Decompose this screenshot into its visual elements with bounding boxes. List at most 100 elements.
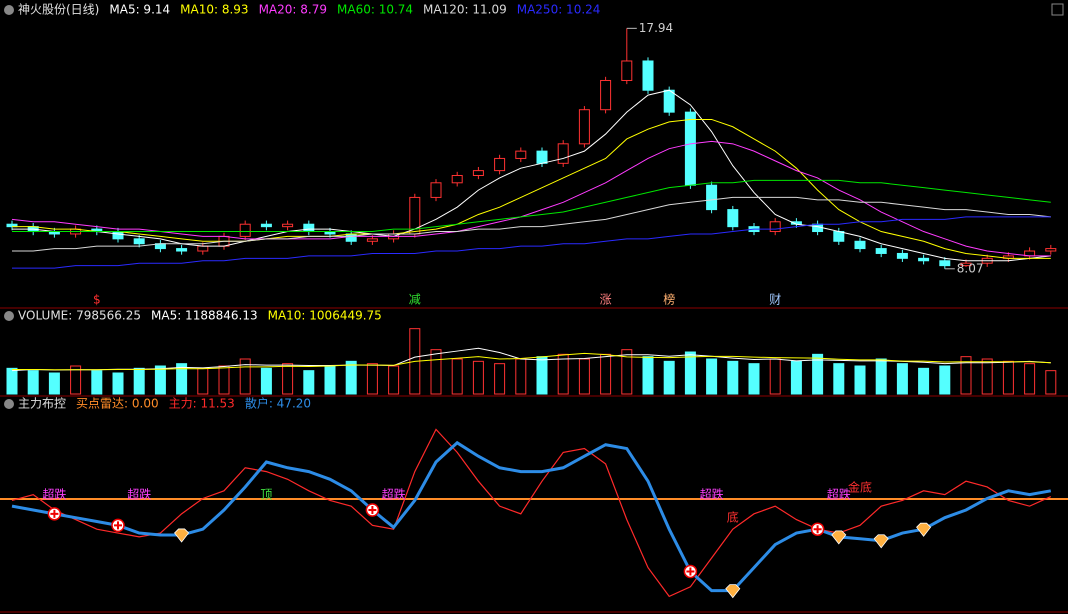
series-line <box>12 216 1051 269</box>
candle-body <box>769 221 781 233</box>
candle-body <box>557 143 569 164</box>
candle-body <box>706 184 718 211</box>
chart-title: 神火股份(日线) <box>18 3 99 17</box>
series-line <box>12 118 1051 259</box>
volume-bar <box>70 365 82 395</box>
event-marker: 财 <box>769 293 781 307</box>
volume-bar <box>939 365 951 395</box>
volume-bar <box>366 363 378 395</box>
candle-body <box>239 223 251 237</box>
candle-body <box>578 109 590 145</box>
series-line <box>12 196 1051 252</box>
candle-body <box>896 252 908 259</box>
volume-bar <box>769 358 781 395</box>
volume-bar <box>430 349 442 395</box>
candle-body <box>345 233 357 242</box>
volume-bar <box>515 358 527 395</box>
candle-body <box>133 238 145 245</box>
candle-body <box>303 223 315 233</box>
candle-body <box>112 231 124 240</box>
close-button[interactable] <box>1051 3 1064 16</box>
volume-bar <box>727 360 739 395</box>
candle-body <box>282 223 294 228</box>
legend-entry: MA5: 1188846.13 <box>151 309 258 323</box>
candle-body <box>727 209 739 228</box>
volume-bar <box>557 353 569 395</box>
candle-body <box>197 245 209 252</box>
volume-bar <box>303 370 315 395</box>
candle-body <box>600 79 612 111</box>
signal-label: 超跌 <box>42 487 66 502</box>
series-line <box>11 140 1051 257</box>
volume-bar <box>472 360 484 395</box>
signal-label: 超跌 <box>827 487 851 502</box>
candle-body <box>918 257 930 262</box>
volume-bar <box>282 363 294 395</box>
candle-body <box>176 248 188 252</box>
series-line <box>12 352 1051 371</box>
legend-entry: MA20: 8.79 <box>259 3 327 17</box>
diamond-signal <box>174 528 190 543</box>
candle-body <box>684 111 696 186</box>
volume-bar <box>833 363 845 395</box>
menu-icon[interactable] <box>4 311 14 321</box>
candle-body <box>1045 248 1057 252</box>
candle-body <box>875 248 887 254</box>
volume-bar <box>621 349 633 395</box>
event-marker: 榜 <box>663 292 675 307</box>
event-marker: 涨 <box>600 292 612 307</box>
volume-bar <box>812 353 824 395</box>
volume-bar <box>388 365 400 395</box>
volume-bar <box>239 358 251 395</box>
volume-bar <box>260 367 272 395</box>
volume-bar <box>1024 363 1036 395</box>
candle-body <box>515 150 527 159</box>
buy-point-cross <box>813 525 822 534</box>
volume-bar <box>154 365 166 395</box>
buy-point-cross <box>368 506 377 514</box>
volume-bar <box>48 372 60 395</box>
volume-bar <box>91 370 103 395</box>
volume-bar <box>706 358 718 395</box>
menu-icon[interactable] <box>4 5 14 15</box>
volume-bar <box>6 367 18 395</box>
candle-body <box>536 150 548 164</box>
candle-body <box>960 262 972 267</box>
series-line <box>11 347 1051 372</box>
candle-body <box>939 260 951 267</box>
diamond-signal <box>873 534 889 549</box>
diamond-signal <box>916 522 932 537</box>
menu-icon[interactable] <box>4 399 14 409</box>
volume-bar <box>133 367 145 395</box>
legend-entry: MA120: 11.09 <box>423 3 507 17</box>
volume-bar <box>1002 360 1014 395</box>
signal-label: 超跌 <box>700 487 724 502</box>
volume-bar <box>197 367 209 395</box>
buy-point-cross <box>686 567 695 576</box>
volume-bar <box>918 367 930 395</box>
volume-bar <box>176 363 188 395</box>
signal-label: 顶 <box>260 488 272 502</box>
volume-bar <box>451 358 463 395</box>
price-annotation: 8.07 <box>957 261 984 275</box>
legend-entry: MA10: 1006449.75 <box>268 309 382 323</box>
candle-body <box>472 170 484 176</box>
legend-entry: MA250: 10.24 <box>517 3 601 17</box>
legend-entry: 散户: 47.20 <box>245 396 311 411</box>
signal-label: 超跌 <box>382 487 406 502</box>
volume-bar <box>981 358 993 395</box>
buy-point-cross <box>114 521 122 530</box>
candle-body <box>260 223 272 228</box>
candle-body <box>621 60 633 81</box>
diamond-signal <box>831 530 847 545</box>
price-annotation: 17.94 <box>639 21 673 35</box>
volume-bar <box>218 365 230 395</box>
volume-bar <box>748 363 760 395</box>
signal-label: 金底 <box>848 480 872 495</box>
volume-bar <box>790 360 802 395</box>
candle-body <box>366 238 378 242</box>
volume-bar <box>345 360 357 395</box>
legend-entry: 买点雷达: 0.00 <box>76 397 159 411</box>
event-marker: 减 <box>409 293 421 307</box>
